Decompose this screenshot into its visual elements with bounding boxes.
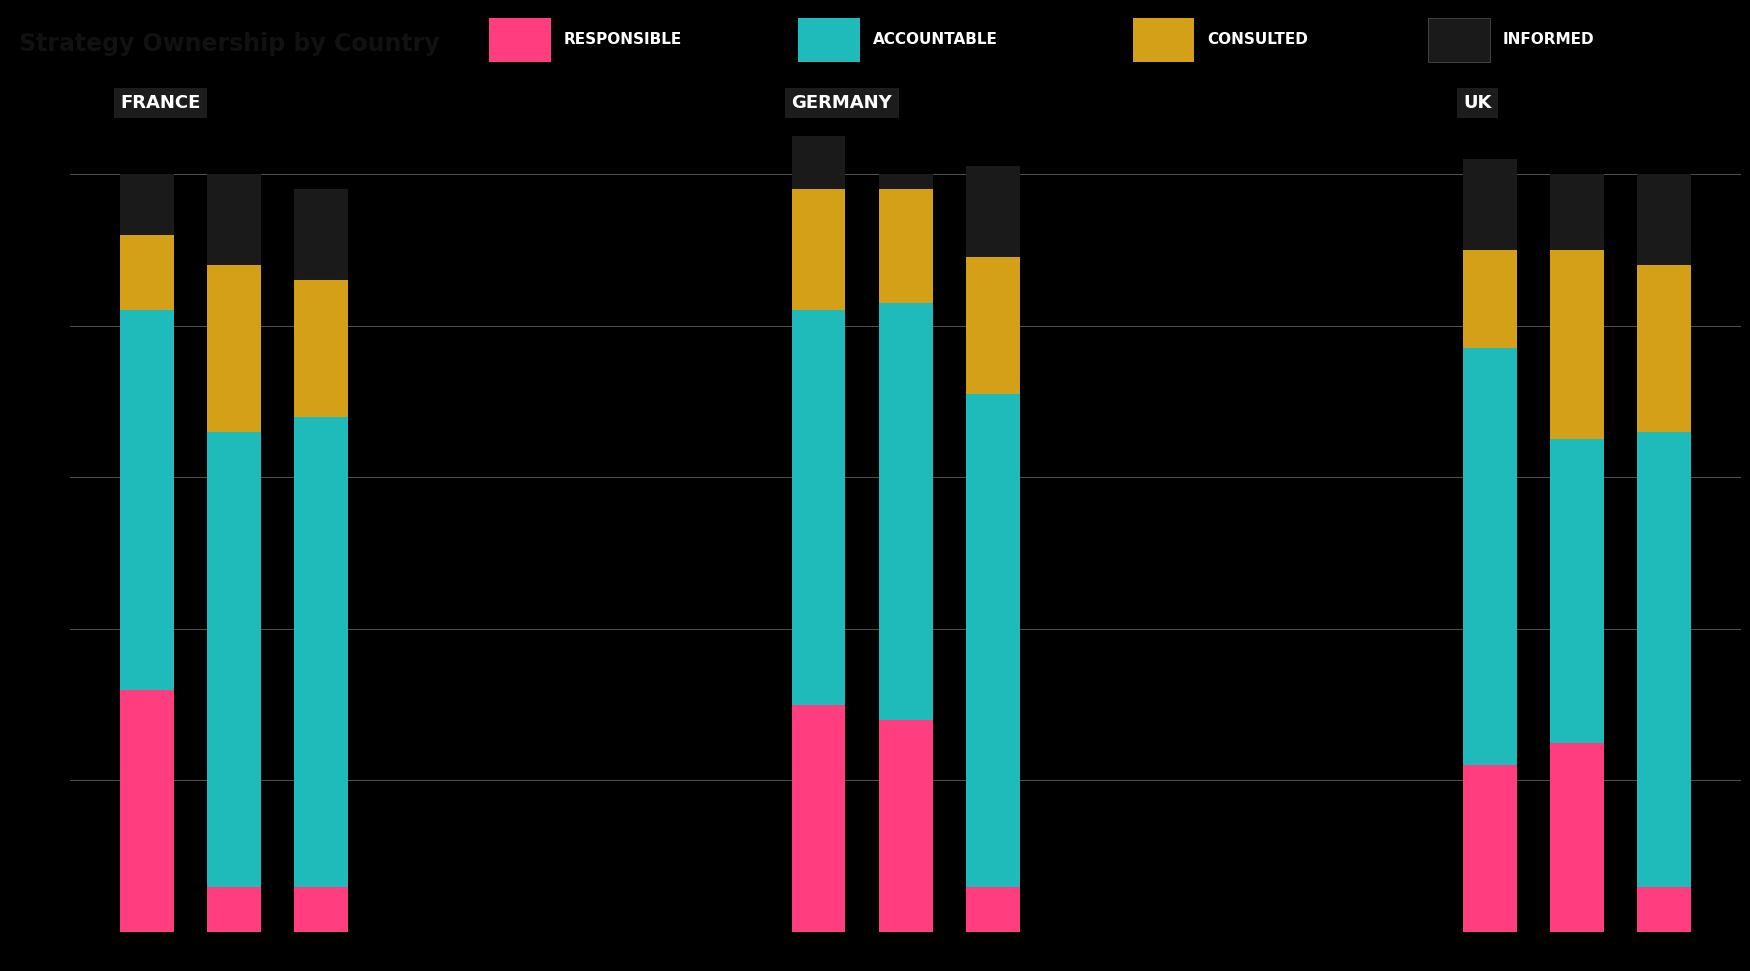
- Bar: [1463, 158, 1517, 250]
- Bar: [966, 394, 1020, 887]
- Bar: [1638, 174, 1690, 265]
- Bar: [206, 887, 261, 932]
- Bar: [294, 887, 348, 932]
- Bar: [878, 189, 933, 303]
- Bar: [294, 189, 348, 280]
- Bar: [878, 174, 933, 189]
- Bar: [121, 689, 173, 932]
- Text: ACCOUNTABLE: ACCOUNTABLE: [873, 32, 997, 48]
- Bar: [1638, 887, 1690, 932]
- Text: Strategy Ownership by Country: Strategy Ownership by Country: [19, 32, 439, 55]
- Text: RESPONSIBLE: RESPONSIBLE: [564, 32, 682, 48]
- FancyBboxPatch shape: [1132, 17, 1194, 62]
- FancyBboxPatch shape: [798, 17, 859, 62]
- Bar: [791, 311, 845, 705]
- Bar: [206, 265, 261, 432]
- Bar: [1550, 250, 1605, 439]
- Bar: [791, 189, 845, 311]
- FancyBboxPatch shape: [490, 17, 551, 62]
- Bar: [1550, 743, 1605, 932]
- Bar: [1463, 765, 1517, 932]
- Bar: [791, 114, 845, 189]
- Bar: [121, 311, 173, 689]
- Bar: [791, 705, 845, 932]
- Text: CONSULTED: CONSULTED: [1208, 32, 1307, 48]
- Text: GERMANY: GERMANY: [791, 94, 892, 112]
- Text: INFORMED: INFORMED: [1503, 32, 1594, 48]
- Bar: [294, 280, 348, 417]
- Bar: [1550, 439, 1605, 743]
- Bar: [878, 720, 933, 932]
- Bar: [1550, 174, 1605, 250]
- Bar: [1638, 265, 1690, 432]
- Bar: [1463, 349, 1517, 765]
- Bar: [294, 417, 348, 887]
- FancyBboxPatch shape: [1428, 17, 1491, 62]
- Bar: [878, 303, 933, 720]
- Bar: [206, 432, 261, 887]
- Bar: [966, 257, 1020, 394]
- Text: FRANCE: FRANCE: [121, 94, 200, 112]
- Bar: [121, 235, 173, 311]
- Bar: [1463, 250, 1517, 349]
- Bar: [206, 174, 261, 265]
- Bar: [121, 174, 173, 235]
- Text: UK: UK: [1463, 94, 1491, 112]
- Bar: [966, 166, 1020, 257]
- Bar: [966, 887, 1020, 932]
- Bar: [1638, 432, 1690, 887]
